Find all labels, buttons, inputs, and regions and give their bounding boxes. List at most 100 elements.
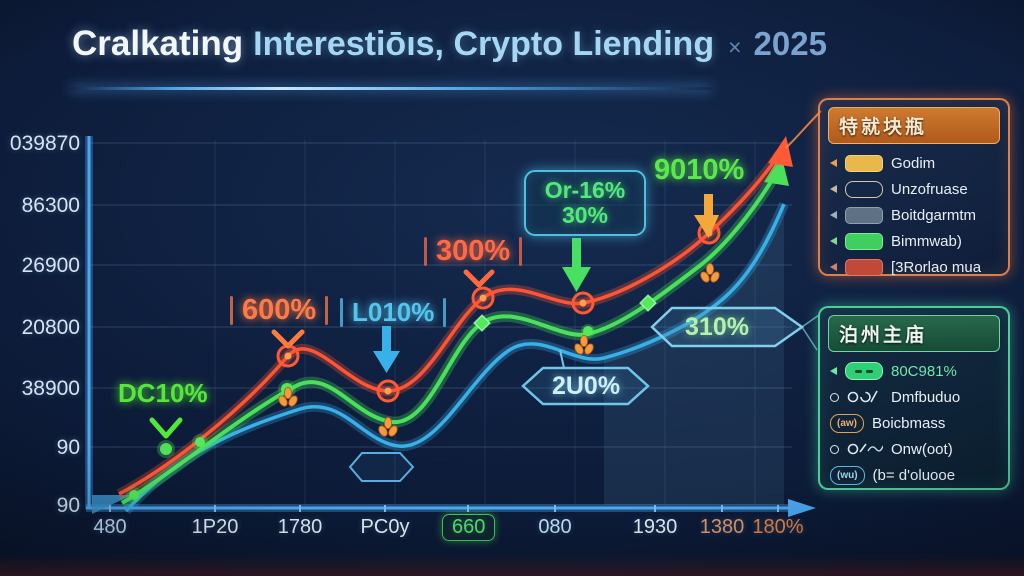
callout-teal-box: Or-16% 30% [524, 170, 646, 236]
badge-310-label: 310% [685, 313, 749, 341]
x-tick-label: 180% [752, 516, 804, 538]
outline-swatch-icon [845, 180, 883, 198]
legend-item-label: (b= d'oluooe [872, 466, 956, 484]
y-tick-label: 26900 [21, 254, 80, 277]
arrow-bullet-icon [830, 237, 837, 245]
y-tick-label: 20800 [21, 316, 80, 339]
legend-connector [785, 110, 822, 149]
circle-bullet-icon [830, 444, 839, 454]
legend-item: Bimmwab) [820, 228, 1008, 254]
legend-item: (wu) (b= d'oluooe [820, 462, 1008, 488]
green-down-arrow [562, 238, 591, 292]
x-axis-ticks [109, 505, 779, 512]
legend-bottom-header: 泊州主庙 [828, 315, 1000, 352]
legend-item: Unzofruase [820, 176, 1008, 202]
y-tick-label: 38900 [21, 377, 80, 400]
green-chevron-arrow [149, 417, 183, 439]
flank-bar [424, 237, 427, 266]
y-tick-label: 86300 [21, 194, 80, 217]
y-tick-label: 039870 [9, 132, 80, 155]
orange-pill-badge-icon: (aw) [830, 413, 864, 433]
green-marker [157, 440, 175, 458]
teal-box-line1: Or-16% [544, 177, 626, 204]
legend-item-label: 80C981% [891, 362, 957, 380]
green-marker [126, 487, 142, 503]
legend-item-label: Boitdgarmtm [891, 206, 977, 224]
petal-cluster [700, 263, 720, 283]
blue-pill-badge-icon: (wu) [830, 465, 865, 485]
red-swatch-icon [845, 258, 883, 276]
title-underline [70, 87, 712, 90]
badge-connector [801, 314, 820, 351]
legend-item-label: Unzofruase [891, 180, 968, 198]
red-marker [571, 291, 595, 315]
legend-top: 特就块瓶 Godim Unzofruase Boitdgarmtm Bimmwa… [818, 98, 1010, 276]
flank-bar [325, 296, 329, 325]
flank-bar [230, 296, 233, 325]
green-pill-icon [845, 362, 883, 380]
flank-bar [519, 237, 523, 266]
badge-2u0-label: 2U0% [551, 372, 621, 400]
callout-dip1-text: L010% [352, 297, 435, 327]
title-lead: Cralkating [72, 24, 244, 63]
arrow-bullet-icon [830, 263, 837, 271]
legend-item-label: Onw(oot) [891, 440, 953, 458]
petal-cluster [278, 387, 298, 407]
badge-2u0-stem [559, 349, 565, 369]
callout-low-left: DC10% [118, 378, 208, 408]
cyan-down-arrow [373, 326, 400, 373]
legend-item: Godim [820, 150, 1008, 176]
circle-wave-icon [847, 443, 883, 455]
title-year: 2025 [753, 25, 827, 62]
legend-item: Onw(oot) [820, 436, 1008, 462]
teal-box-line2: 30% [561, 202, 609, 228]
blue-series-line [122, 202, 789, 515]
legend-item: 80C981% [820, 358, 1008, 384]
green-swatch-icon [845, 232, 883, 250]
green-series-line [119, 154, 789, 508]
callout-peak2: 300% [424, 235, 523, 268]
y-tick-label: 90 [56, 436, 80, 459]
badge-2u0-hexagon [521, 366, 650, 406]
legend-item: [3Rorlao mua [820, 254, 1008, 280]
green-marker [581, 324, 595, 338]
red-marker [471, 286, 495, 310]
petal-cluster [378, 417, 398, 437]
y-tick-label: 90 [56, 494, 80, 517]
arrow-bullet-icon [830, 211, 837, 219]
green-marker [192, 434, 208, 450]
x-tick-label: 080 [538, 516, 572, 538]
arrow-bullet-icon [830, 159, 837, 167]
orange-down-arrow [694, 194, 719, 238]
red-marker [276, 344, 300, 368]
legend-item: (aw) Boicbmass [820, 410, 1008, 436]
legend-item-label: [3Rorlao mua [891, 258, 982, 276]
arrow-bullet-icon [830, 367, 837, 375]
callout-peak3: 9010% [654, 154, 745, 186]
gray-swatch-icon [845, 206, 883, 224]
red-marker [376, 379, 400, 403]
callout-dip1: L010% [340, 297, 447, 328]
circles-slash-icon [847, 390, 878, 403]
empty-badge-hexagon [348, 452, 415, 482]
red-line-arrowhead [768, 136, 793, 167]
legend-item: Boitdgarmtm [820, 202, 1008, 228]
gold-swatch-icon [845, 154, 883, 172]
callout-peak1-text: 600% [242, 294, 317, 326]
callout-peak2-text: 300% [436, 235, 511, 267]
x-tick-label: 480 [93, 516, 127, 538]
legend-item-label: Godim [891, 154, 936, 172]
legend-top-header: 特就块瓶 [828, 107, 1000, 144]
x-tick-label: 1P20 [191, 516, 239, 538]
title-main: Interestiōıs, Crypto Liending [253, 25, 715, 63]
orange-chevron-arrow-2 [463, 269, 495, 288]
title-times-symbol: × [728, 34, 742, 60]
legend-item-label: Bimmwab) [891, 232, 962, 250]
flank-bar [340, 298, 343, 327]
petal-cluster [574, 335, 594, 355]
legend-bottom: 泊州主庙 80C981% Dmfbuduo (aw) Boicbmass Onw(… [818, 306, 1010, 490]
legend-item-label: Dmfbuduo [891, 388, 961, 406]
x-tick-label: PC0y [360, 516, 410, 538]
